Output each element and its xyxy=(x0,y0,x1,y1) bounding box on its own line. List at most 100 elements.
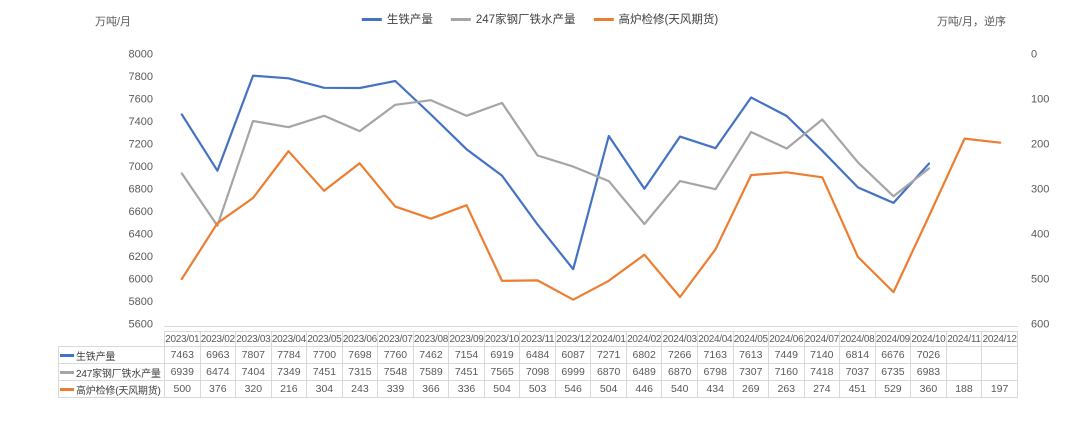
table-category-header: 2023/06 xyxy=(341,331,379,347)
legend-item-1: 247家钢厂铁水产量 xyxy=(450,11,576,27)
series-line-1 xyxy=(180,99,931,227)
table-value-cell: 7462 xyxy=(412,346,450,364)
left-axis-tick-label: 6800 xyxy=(129,184,153,196)
left-axis-unit-label: 万吨/月 xyxy=(95,16,132,28)
left-axis-tick-label: 6600 xyxy=(129,206,153,218)
legend-item-2: 高炉检修(天风期货) xyxy=(593,11,719,27)
left-axis-tick-label: 6400 xyxy=(129,229,153,241)
table-value-cell: 7807 xyxy=(235,346,272,364)
right-axis-tick-label: 0 xyxy=(1031,49,1037,61)
table-category-header: 2024/10 xyxy=(910,331,947,347)
table-value-cell: 7026 xyxy=(910,346,947,364)
table-value-cell: 7463 xyxy=(164,346,201,364)
table-value-cell: 7700 xyxy=(306,346,343,364)
table-value-cell: 7154 xyxy=(448,346,485,364)
table-series-label-cell: 生铁产量 xyxy=(58,346,165,364)
line-chart: 8000 7800 7600 7400 7200 7000 6800 6600 6400 6200… xyxy=(129,49,1050,331)
right-axis-tick-label: 300 xyxy=(1031,184,1049,196)
series-name-label: 247家钢厂铁水产量 xyxy=(76,368,161,380)
table-value-cell xyxy=(945,346,983,364)
table-value-cell: 243 xyxy=(341,380,379,398)
legend-line-swatch xyxy=(450,17,471,21)
table-value-cell: 546 xyxy=(554,380,592,398)
table-value-cell: 6870 xyxy=(661,363,698,381)
table-value-cell: 500 xyxy=(164,380,201,398)
table-value-cell: 6963 xyxy=(199,346,237,364)
table-value-cell: 216 xyxy=(270,380,308,398)
legend-label: 高炉检修(天风期货) xyxy=(618,14,719,26)
table-value-cell: 269 xyxy=(732,380,770,398)
right-axis-tick-label: 600 xyxy=(1031,319,1049,331)
table-category-header: 2024/04 xyxy=(696,331,734,347)
right-axis-tick-label: 100 xyxy=(1031,94,1049,106)
table-value-cell: 7037 xyxy=(839,363,876,381)
table-value-cell: 6919 xyxy=(483,346,521,364)
table-value-cell: 7271 xyxy=(590,346,627,364)
table-value-cell: 6489 xyxy=(625,363,663,381)
left-axis-tick-label: 5800 xyxy=(129,296,153,308)
table-value-cell: 7266 xyxy=(661,346,698,364)
table-corner-cell xyxy=(58,331,165,347)
table-category-header: 2024/09 xyxy=(874,331,912,347)
left-axis-tick-label: 6200 xyxy=(129,251,153,263)
table-value-cell: 504 xyxy=(483,380,521,398)
table-value-cell: 7613 xyxy=(732,346,770,364)
series-line-swatch xyxy=(60,387,74,391)
left-axis-tick-label: 7800 xyxy=(129,71,153,83)
table-row: 生铁产量 7463 6963 7807 7784 7700 7698 7760 7462 7154… xyxy=(58,346,1018,364)
table-category-header: 2023/09 xyxy=(448,331,485,347)
table-category-header: 2023/04 xyxy=(270,331,308,347)
series-line-0 xyxy=(180,74,931,271)
series-name-label: 高炉检修(天风期货) xyxy=(76,385,161,397)
table-value-cell: 6999 xyxy=(554,363,592,381)
table-category-header: 2024/12 xyxy=(981,331,1018,347)
left-axis-tick-label: 7000 xyxy=(129,161,153,173)
table-value-cell: 320 xyxy=(235,380,272,398)
left-axis-tick-label: 7200 xyxy=(129,139,153,151)
table-value-cell: 6802 xyxy=(625,346,663,364)
left-axis-tick-label: 6000 xyxy=(129,274,153,286)
chart-data-table: 2023/01 2023/02 2023/03 2023/04 2023/05 2023/… xyxy=(58,331,1018,398)
table-value-cell: 504 xyxy=(590,380,627,398)
table-value-cell: 7451 xyxy=(306,363,343,381)
table-value-cell: 7163 xyxy=(696,346,734,364)
table-value-cell: 6870 xyxy=(590,363,627,381)
table-value-cell: 451 xyxy=(839,380,876,398)
right-axis-tick-label: 500 xyxy=(1031,274,1049,286)
table-category-header: 2023/01 xyxy=(164,331,201,347)
table-value-cell: 7565 xyxy=(483,363,521,381)
table-value-cell: 7404 xyxy=(235,363,272,381)
table-header-row: 2023/01 2023/02 2023/03 2023/04 2023/05 2023/… xyxy=(58,331,1018,347)
series-line-swatch xyxy=(60,370,74,374)
legend-item-0: 生铁产量 xyxy=(361,11,433,27)
table-value-cell: 360 xyxy=(910,380,947,398)
left-axis-tick-label: 5600 xyxy=(129,319,153,331)
series-line-2 xyxy=(180,137,1002,301)
table-value-cell: 188 xyxy=(945,380,983,398)
table-value-cell: 263 xyxy=(768,380,805,398)
table-category-header: 2023/11 xyxy=(519,331,556,347)
table-value-cell: 304 xyxy=(306,380,343,398)
legend-line-swatch xyxy=(361,17,382,21)
table-category-header: 2023/05 xyxy=(306,331,343,347)
table-series-label-cell: 高炉检修(天风期货) xyxy=(58,380,165,398)
table-value-cell: 274 xyxy=(803,380,841,398)
table-value-cell: 7548 xyxy=(377,363,414,381)
table-category-header: 2023/02 xyxy=(199,331,237,347)
table-category-header: 2024/11 xyxy=(945,331,983,347)
table-value-cell xyxy=(981,346,1018,364)
table-value-cell: 336 xyxy=(448,380,485,398)
table-value-cell: 339 xyxy=(377,380,414,398)
table-series-label-cell: 247家钢厂铁水产量 xyxy=(58,363,165,381)
left-axis-tick-label: 7600 xyxy=(129,94,153,106)
table-value-cell: 7140 xyxy=(803,346,841,364)
table-value-cell: 6087 xyxy=(554,346,592,364)
right-axis-unit-label: 万吨/月，逆序 xyxy=(936,16,1006,28)
table-value-cell: 6983 xyxy=(910,363,947,381)
table-row: 247家钢厂铁水产量 6939 6474 7404 7349 7451 7315 7548 75… xyxy=(58,363,1018,381)
table-value-cell: 6814 xyxy=(839,346,876,364)
table-value-cell: 7098 xyxy=(519,363,556,381)
table-category-header: 2024/03 xyxy=(661,331,698,347)
table-value-cell: 7784 xyxy=(270,346,308,364)
table-value-cell: 197 xyxy=(981,380,1018,398)
